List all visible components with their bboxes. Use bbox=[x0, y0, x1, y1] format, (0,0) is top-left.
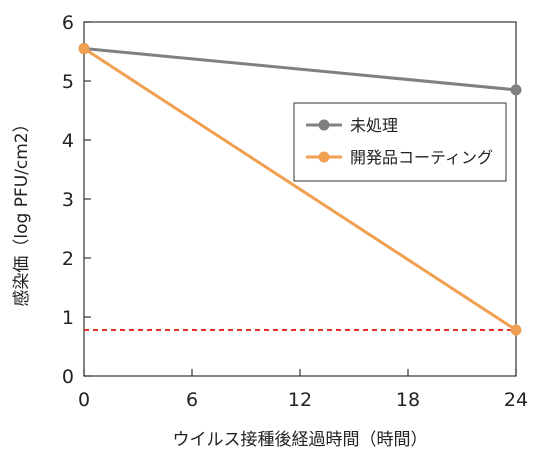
legend-label-1: 開発品コーティング bbox=[350, 148, 493, 167]
y-axis-title: 感染価（log PFU/cm2） bbox=[12, 115, 32, 306]
legend-box bbox=[293, 102, 507, 182]
x-tick-label-18: 18 bbox=[396, 389, 420, 411]
plot-frame bbox=[83, 21, 517, 377]
data-point-0-1 bbox=[510, 84, 522, 96]
y-tick-label-3: 3 bbox=[62, 189, 74, 211]
legend-swatch-marker-1 bbox=[318, 151, 330, 163]
series-line-0 bbox=[83, 47, 517, 92]
data-point-1-1 bbox=[510, 324, 522, 336]
y-tick-label-6: 6 bbox=[62, 12, 74, 34]
legend-label-0: 未処理 bbox=[350, 116, 398, 135]
y-tick-label-4: 4 bbox=[62, 130, 74, 152]
data-point-1-0 bbox=[78, 43, 90, 55]
x-axis-title: ウイルス接種後経過時間（時間） bbox=[173, 430, 428, 450]
y-tick-label-0: 0 bbox=[62, 366, 74, 388]
x-tick-label-12: 12 bbox=[288, 389, 312, 411]
series-line-1 bbox=[83, 47, 517, 332]
x-tick-label-6: 6 bbox=[186, 389, 198, 411]
y-tick-label-5: 5 bbox=[62, 71, 74, 93]
y-tick-label-1: 1 bbox=[62, 307, 74, 329]
legend-swatch-marker-0 bbox=[318, 119, 330, 131]
x-tick-label-24: 24 bbox=[504, 389, 528, 411]
x-tick-label-0: 0 bbox=[78, 389, 90, 411]
y-tick-label-2: 2 bbox=[62, 248, 74, 270]
